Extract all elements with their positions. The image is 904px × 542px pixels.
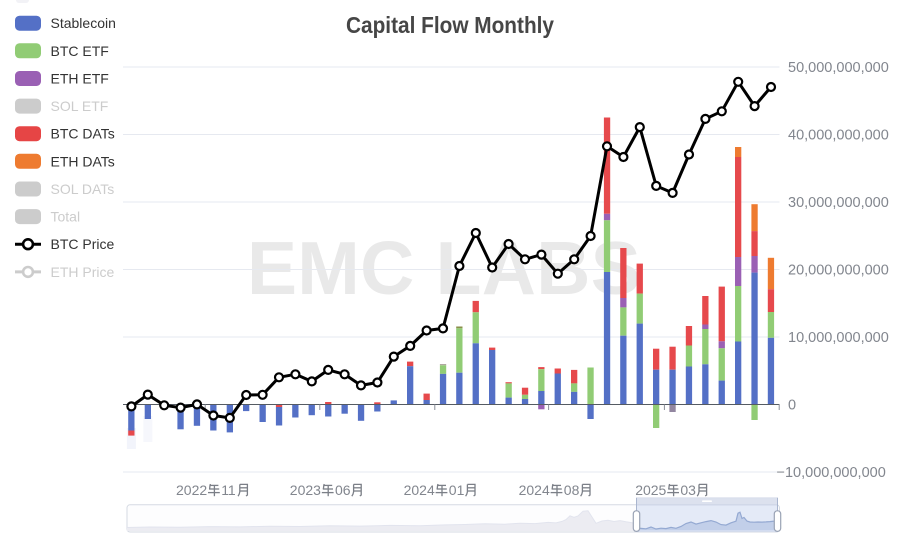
svg-text:2024: 2024 <box>404 482 435 498</box>
svg-text:2025: 2025 <box>635 482 666 498</box>
svg-text:40,000,000,000: 40,000,000,000 <box>788 128 889 144</box>
svg-text:EMC LABS: EMC LABS <box>247 226 641 310</box>
svg-text:Total: Total <box>51 209 81 225</box>
svg-text:03: 03 <box>680 482 696 498</box>
svg-text:2022: 2022 <box>176 482 207 498</box>
svg-text:30,000,000,000: 30,000,000,000 <box>788 195 889 211</box>
svg-text:ETH Price: ETH Price <box>51 264 115 280</box>
svg-text:01: 01 <box>449 482 465 498</box>
svg-text:0: 0 <box>788 398 796 414</box>
svg-text:SOL DATs: SOL DATs <box>51 181 115 197</box>
svg-text:BTC DATs: BTC DATs <box>51 126 115 142</box>
svg-text:20,000,000,000: 20,000,000,000 <box>788 263 889 279</box>
svg-text:BTC Price: BTC Price <box>51 236 115 252</box>
svg-text:BTC ETF: BTC ETF <box>51 43 109 59</box>
svg-text:Stablecoin: Stablecoin <box>51 15 116 31</box>
svg-text:Capital Flow Monthly: Capital Flow Monthly <box>346 12 554 38</box>
svg-text:10,000,000,000: 10,000,000,000 <box>788 330 889 346</box>
svg-text:2024: 2024 <box>519 482 550 498</box>
svg-text:50,000,000,000: 50,000,000,000 <box>788 60 889 76</box>
svg-text:ETH DATs: ETH DATs <box>51 153 115 169</box>
svg-text:2023: 2023 <box>290 482 321 498</box>
svg-text:11: 11 <box>221 482 236 498</box>
svg-text:SOL ETF: SOL ETF <box>51 98 109 114</box>
svg-text:−10,000,000,000: −10,000,000,000 <box>777 465 886 481</box>
svg-text:ETH ETF: ETH ETF <box>51 71 109 87</box>
svg-text:06: 06 <box>335 482 351 498</box>
svg-text:08: 08 <box>564 482 580 498</box>
